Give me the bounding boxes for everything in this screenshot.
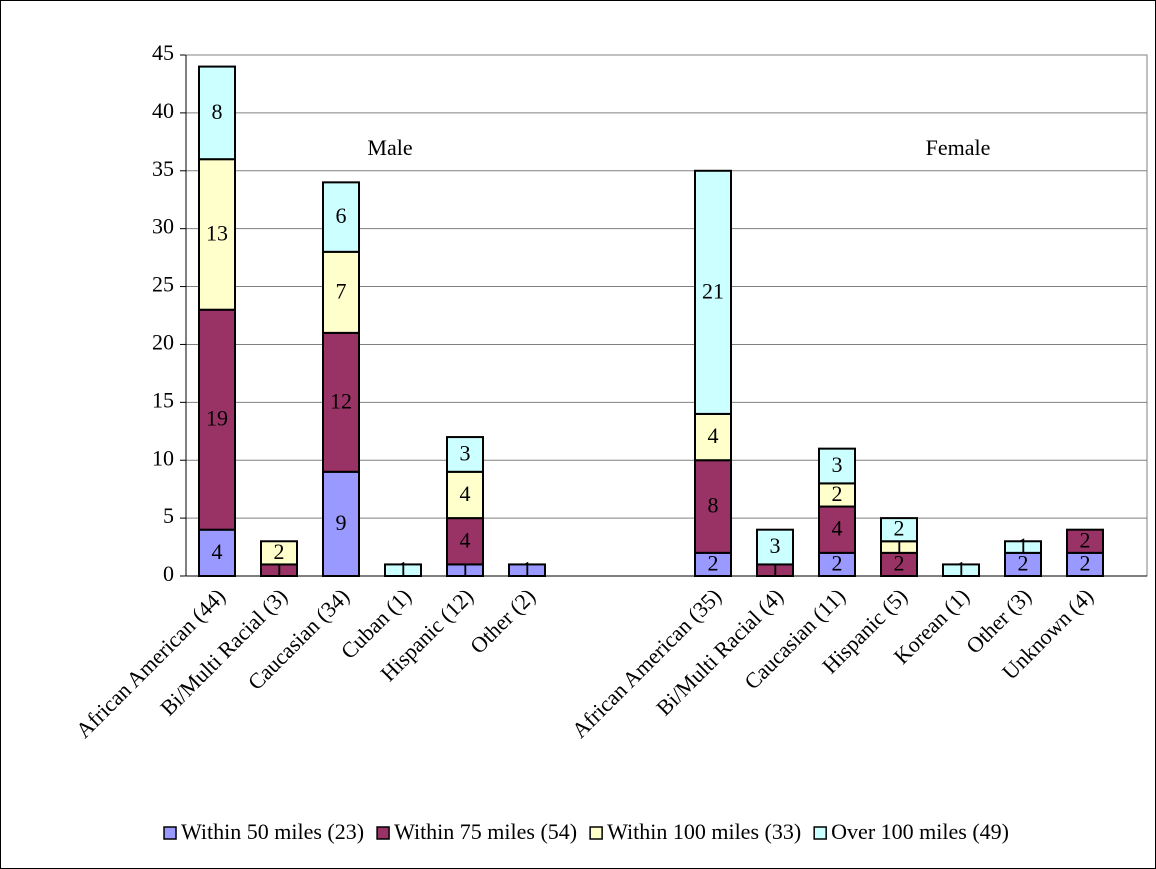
y-tick-label: 10 [152,445,174,470]
bar-segment [446,517,484,566]
legend-swatch [163,826,177,840]
data-label: 8 [708,493,719,518]
annotation: Male [367,135,412,160]
legend-swatch [376,826,390,840]
data-label: 2 [894,550,905,575]
bar-segment [322,250,360,334]
bar-segment [198,308,236,531]
bar-segment [384,563,422,578]
data-label: 7 [336,278,347,303]
data-label: 2 [832,481,843,506]
legend-label: Over 100 miles (49) [831,819,1009,844]
data-label: 1 [894,533,905,558]
y-tick-label: 0 [163,561,174,586]
data-label: 1 [274,556,285,581]
data-label: 3 [832,452,843,477]
bar-segment [322,181,360,253]
y-tick-label: 5 [163,503,174,528]
data-label: 3 [770,533,781,558]
annotation: Female [926,135,991,160]
y-tick-label: 45 [152,40,174,65]
data-label: 1 [956,556,967,581]
bar-segment [756,528,794,566]
bar-segment [508,563,546,578]
data-label: 1 [460,556,471,581]
legend-label: Within 50 miles (23) [181,819,364,844]
bar-segment [942,563,980,578]
data-label: 8 [212,99,223,124]
bar-segment [260,540,298,566]
data-label: 2 [832,550,843,575]
bar-segment [446,436,484,473]
data-label: 13 [206,221,228,246]
data-label: 19 [206,406,228,431]
data-label: 2 [1080,550,1091,575]
data-label: 1 [398,556,409,581]
data-label: 9 [336,510,347,535]
legend-label: Within 100 miles (33) [607,819,801,844]
legend-swatch [813,826,827,840]
bar-segment [322,470,360,577]
data-label: 1 [522,556,533,581]
data-label: 4 [460,481,471,506]
data-label: 4 [212,539,223,564]
y-tick-label: 20 [152,329,174,354]
data-label: 3 [460,440,471,465]
data-label: 4 [832,516,843,541]
data-label: 1 [770,556,781,581]
legend-swatch [589,826,603,840]
y-tick-label: 25 [152,272,174,297]
data-label: 2 [1080,527,1091,552]
y-tick-label: 30 [152,214,174,239]
data-label: 2 [274,539,285,564]
legend-label: Within 75 miles (54) [394,819,577,844]
y-tick-label: 15 [152,387,174,412]
data-label: 2 [1018,550,1029,575]
bar-segment [694,169,732,415]
bar-segment [694,459,732,554]
bar-segment [198,65,236,161]
y-tick-label: 35 [152,156,174,181]
y-tick-label: 40 [152,98,174,123]
data-label: 21 [702,278,724,303]
bar-segment [880,517,918,543]
data-label: 12 [330,388,352,413]
data-label: 6 [336,203,347,228]
data-label: 4 [708,423,719,448]
bar-segment [1066,528,1104,554]
data-label: 2 [894,516,905,541]
data-label: 4 [460,527,471,552]
data-label: 2 [708,550,719,575]
data-label: 1 [1018,533,1029,558]
bar-segment [1004,540,1042,554]
bar-segment [818,447,856,485]
bar-segment [322,331,360,473]
